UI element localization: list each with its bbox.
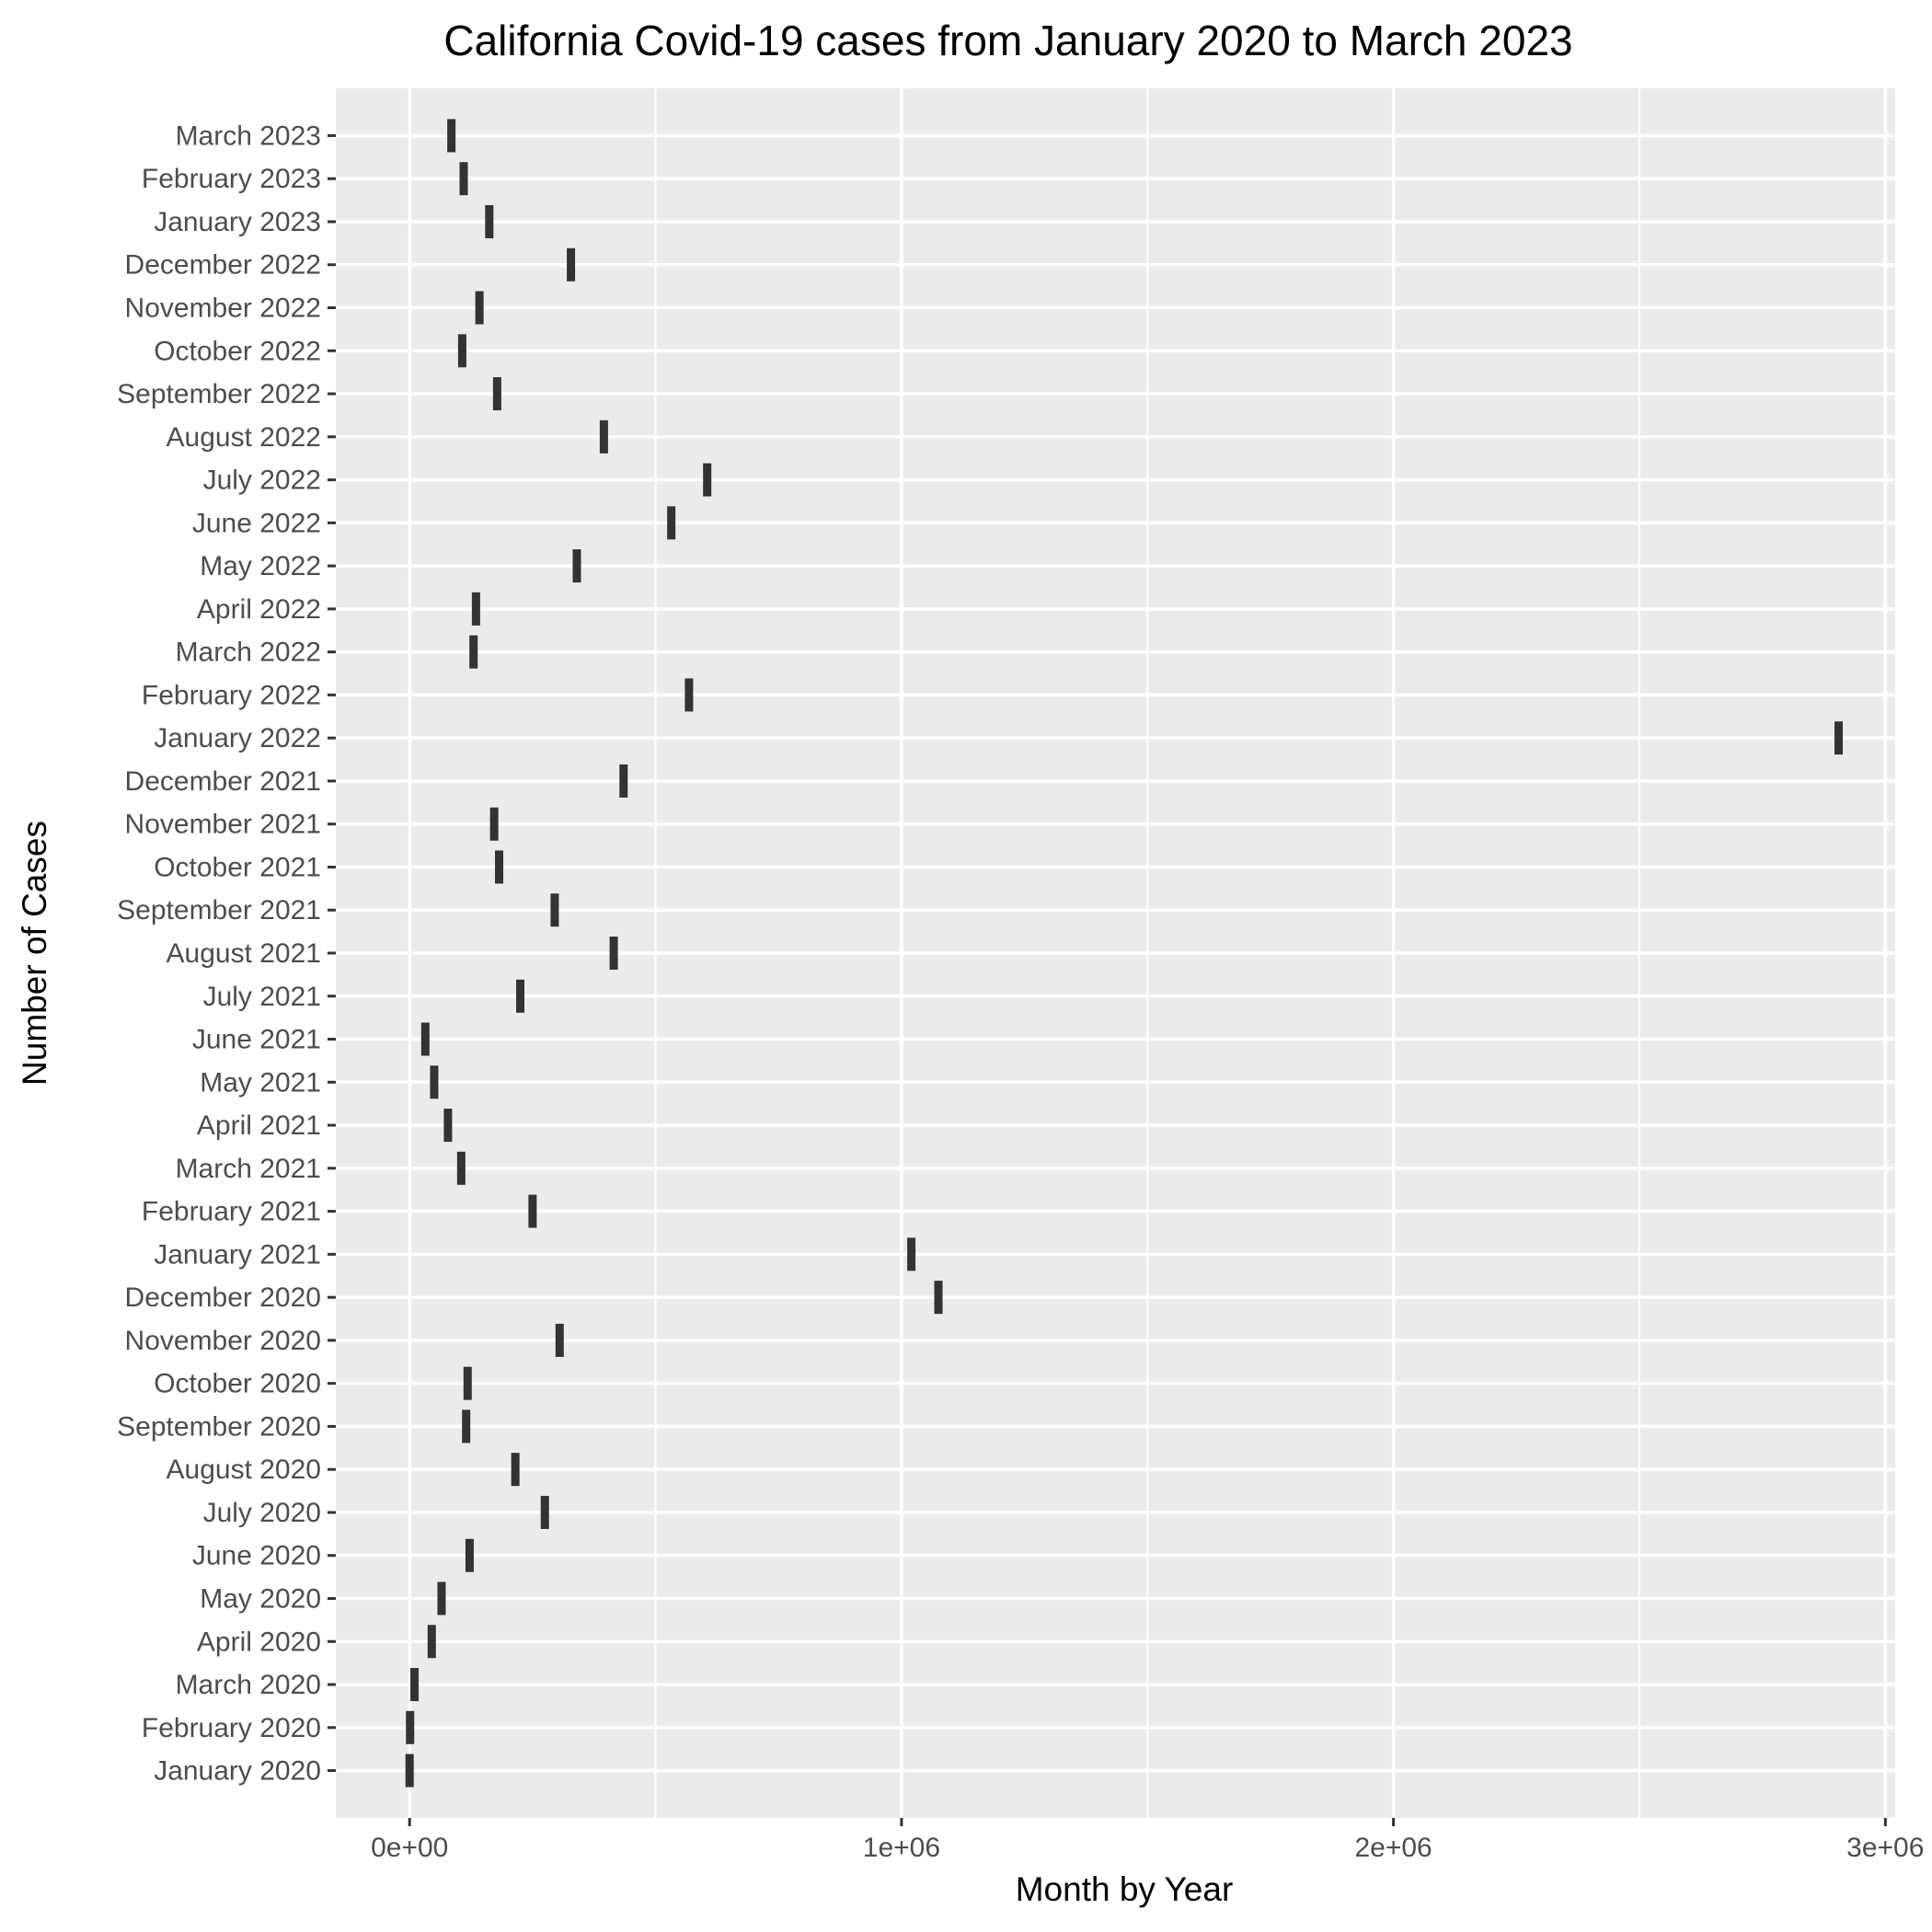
y-tick-label: August 2021 [167, 938, 321, 969]
x-axis: 0e+00 1e+06 2e+06 3e+06 [371, 1818, 1924, 1863]
y-tick-label: September 2020 [117, 1411, 321, 1442]
data-point [457, 334, 466, 368]
chart-title: California Covid-19 cases from January 2… [443, 17, 1572, 64]
y-tick-label: July 2022 [203, 466, 321, 496]
data-point [489, 807, 499, 841]
data-point [907, 1237, 916, 1271]
data-point [475, 291, 484, 325]
y-tick-label: August 2020 [167, 1455, 321, 1485]
data-point [465, 1538, 474, 1572]
y-tick-label: October 2021 [154, 852, 321, 882]
y-tick-label: October 2020 [154, 1369, 321, 1399]
data-point [609, 937, 618, 970]
data-point [667, 506, 676, 540]
y-tick-label: March 2020 [176, 1670, 321, 1700]
data-point [469, 635, 478, 669]
y-axis: January 2020 February 2020 March 2020 April… [117, 121, 336, 1787]
data-point [437, 1581, 446, 1616]
data-point [447, 119, 456, 153]
data-point [463, 1366, 472, 1400]
data-point [495, 850, 504, 884]
y-tick-label: April 2020 [197, 1627, 321, 1657]
data-point [516, 979, 525, 1013]
y-tick-label: December 2022 [125, 250, 321, 281]
y-tick-label: May 2022 [200, 551, 321, 581]
data-point [459, 162, 468, 196]
x-axis-title: Month by Year [1016, 1870, 1234, 1908]
data-point [443, 1109, 453, 1143]
y-tick-label: March 2021 [176, 1154, 321, 1184]
y-tick-label: November 2021 [125, 810, 321, 840]
y-tick-label: September 2022 [117, 379, 321, 409]
data-point [567, 247, 576, 282]
y-tick-label: May 2020 [200, 1583, 321, 1614]
y-tick-label: June 2021 [192, 1025, 321, 1055]
y-tick-label: January 2021 [154, 1239, 321, 1270]
data-point [420, 1022, 430, 1056]
data-marks [405, 119, 1844, 1788]
y-tick-label: November 2022 [125, 293, 321, 324]
y-tick-label: August 2022 [167, 422, 321, 453]
data-point [427, 1625, 436, 1659]
y-axis-title: Number of Cases [16, 821, 53, 1086]
y-tick-label: June 2020 [192, 1541, 321, 1571]
grid-major [336, 88, 1895, 1818]
x-tick-label: 1e+06 [863, 1833, 940, 1863]
x-tick-label: 0e+00 [371, 1833, 448, 1863]
data-point [528, 1194, 537, 1228]
y-tick-label: December 2021 [125, 766, 321, 797]
data-point [471, 592, 480, 626]
data-point [550, 893, 559, 927]
x-tick-label: 3e+06 [1846, 1833, 1924, 1863]
data-point [462, 1409, 471, 1443]
data-point [619, 764, 628, 798]
data-point [456, 1151, 466, 1185]
x-tick-label: 2e+06 [1354, 1833, 1432, 1863]
data-point [1834, 721, 1844, 755]
y-tick-label: July 2021 [203, 982, 321, 1012]
data-point [540, 1495, 549, 1529]
data-point [555, 1323, 564, 1357]
y-tick-label: December 2020 [125, 1282, 321, 1313]
y-tick-label: June 2022 [192, 508, 321, 538]
y-tick-label: May 2021 [200, 1067, 321, 1098]
data-point [599, 420, 608, 454]
data-point [485, 204, 494, 238]
y-tick-label: January 2023 [154, 207, 321, 237]
y-tick-label: February 2020 [142, 1713, 321, 1743]
y-tick-label: July 2020 [203, 1498, 321, 1528]
y-tick-label: April 2021 [197, 1110, 321, 1141]
data-point [684, 678, 694, 712]
data-point [410, 1668, 420, 1702]
data-point [430, 1065, 439, 1099]
data-point [492, 377, 501, 411]
y-tick-label: November 2020 [125, 1326, 321, 1356]
data-point [405, 1754, 414, 1788]
y-tick-label: September 2021 [117, 895, 321, 926]
y-tick-label: March 2022 [176, 638, 321, 668]
y-tick-label: February 2021 [142, 1197, 321, 1227]
data-point [406, 1710, 415, 1744]
data-point [934, 1281, 943, 1315]
y-tick-label: February 2022 [142, 680, 321, 710]
y-tick-label: February 2023 [142, 164, 321, 194]
data-point [703, 463, 712, 497]
y-tick-label: April 2022 [197, 594, 321, 625]
y-tick-label: March 2023 [176, 121, 321, 151]
y-tick-label: January 2022 [154, 723, 321, 753]
y-tick-label: October 2022 [154, 336, 321, 366]
data-point [511, 1453, 520, 1487]
y-tick-label: January 2020 [154, 1756, 321, 1787]
data-point [572, 549, 581, 583]
